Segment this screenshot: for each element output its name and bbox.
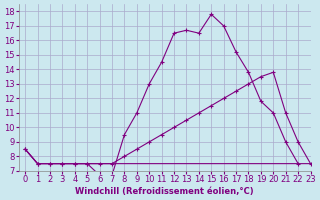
X-axis label: Windchill (Refroidissement éolien,°C): Windchill (Refroidissement éolien,°C) (76, 187, 254, 196)
